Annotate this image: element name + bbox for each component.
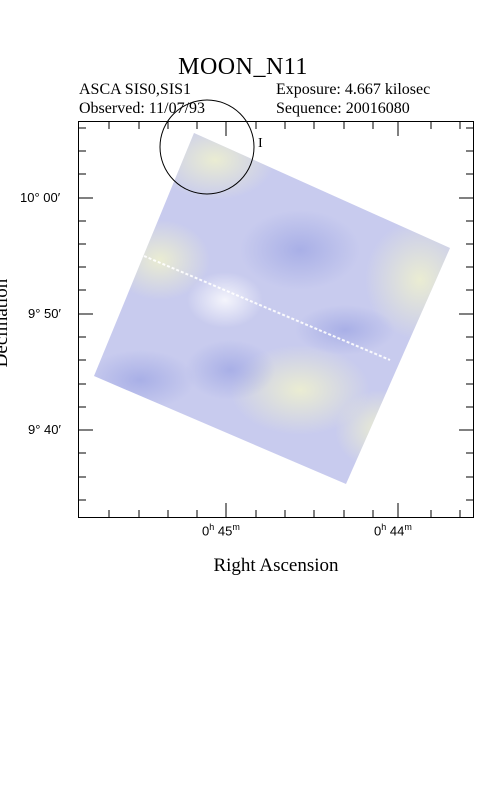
exposure-label: Exposure: 4.667 kilosec (276, 81, 431, 98)
y-axis-label: Declination (0, 278, 12, 368)
x-tick-label: 0h 45m (202, 522, 240, 539)
detector-image (94, 133, 450, 484)
sequence-label: Sequence: 20016080 (276, 100, 410, 117)
source-marker-label: I (258, 136, 263, 151)
x-axis-ticks (108, 122, 461, 517)
instrument-label: ASCA SIS0,SIS1 (79, 81, 192, 98)
observed-label: Observed: 11/07/93 (79, 100, 206, 117)
x-axis-label: Right Ascension (213, 555, 339, 576)
y-tick-label: 9° 40′ (28, 422, 61, 437)
y-tick-label: 10° 00′ (20, 190, 61, 205)
source-circle (159, 99, 255, 195)
plot-title: MOON_N11 (178, 54, 308, 80)
plot-frame (78, 121, 474, 518)
y-axis-ticks (79, 127, 473, 501)
x-tick-label: 0h 44m (374, 522, 412, 539)
y-tick-label: 9° 50′ (28, 306, 61, 321)
